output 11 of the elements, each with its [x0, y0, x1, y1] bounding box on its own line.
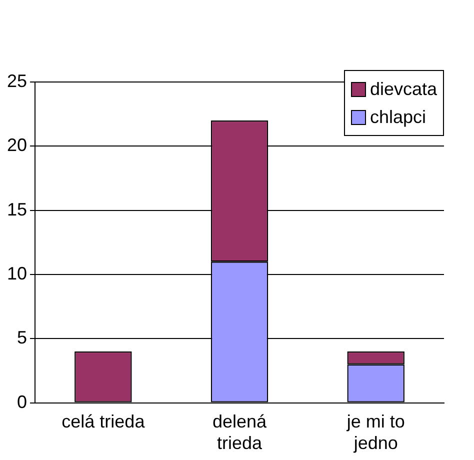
y-tick-label: 25	[6, 70, 28, 91]
x-tick-label: je mi to jedno	[346, 412, 405, 454]
y-tick-label: 0	[17, 392, 28, 412]
y-tick-label: 15	[6, 199, 28, 220]
legend-label: dievcata	[370, 78, 437, 100]
x-tick-label: celá trieda	[62, 412, 146, 432]
x-tick-label: delená trieda	[212, 412, 268, 454]
y-tick-label: 10	[6, 263, 28, 284]
legend-label: chlapci	[370, 106, 426, 128]
y-tick-label: 20	[6, 135, 28, 156]
y-tick-label: 5	[17, 328, 28, 348]
